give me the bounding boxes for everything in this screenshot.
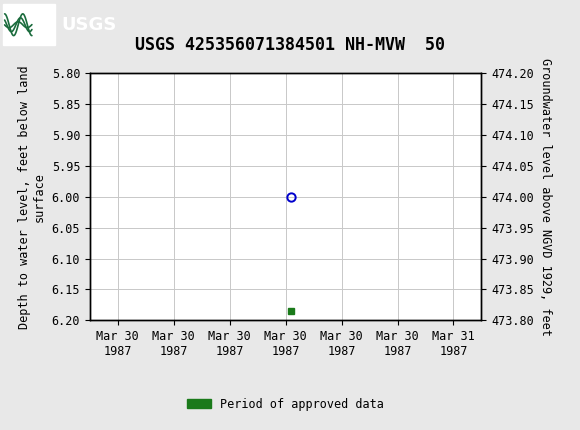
Text: USGS: USGS	[61, 16, 116, 34]
Y-axis label: Groundwater level above NGVD 1929, feet: Groundwater level above NGVD 1929, feet	[539, 58, 552, 336]
Bar	[3, 4, 55, 46]
Y-axis label: Depth to water level, feet below land
surface: Depth to water level, feet below land su…	[18, 65, 46, 329]
Legend: Period of approved data: Period of approved data	[183, 393, 389, 415]
Text: USGS 425356071384501 NH-MVW  50: USGS 425356071384501 NH-MVW 50	[135, 36, 445, 54]
